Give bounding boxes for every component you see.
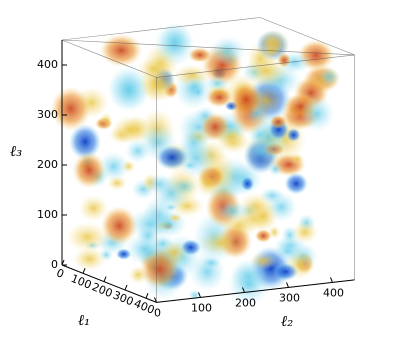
volume-blob <box>167 213 183 223</box>
box-edge <box>156 54 355 78</box>
y-tick-label: 0 <box>154 306 161 319</box>
volume-blob <box>201 256 222 270</box>
x-tick <box>82 268 86 274</box>
x-tick <box>103 276 107 282</box>
y-axis-title: ℓ₂ <box>281 312 293 330</box>
volume-blob <box>150 209 187 238</box>
volume-blob <box>209 36 246 66</box>
x-tick-label: 300 <box>111 289 135 309</box>
volume-blob <box>110 115 149 144</box>
volume-blob <box>199 230 242 256</box>
x-tick-label: 100 <box>69 272 93 292</box>
volume-blob <box>227 262 271 306</box>
volume-blob <box>205 76 230 91</box>
volume-blob <box>78 195 109 222</box>
volume-blob <box>245 54 289 88</box>
volume-blob <box>273 263 299 281</box>
volume-blob <box>290 153 305 165</box>
volume-blob <box>286 128 301 142</box>
volume-blob <box>125 139 151 163</box>
volume-blob <box>50 86 91 131</box>
volume-blob <box>121 160 136 173</box>
volume-blob <box>191 85 205 99</box>
volume-blob <box>194 166 221 197</box>
volume-blob <box>72 246 107 272</box>
volume-blob <box>65 222 110 253</box>
volume-rendering <box>50 22 341 306</box>
volume-blob <box>254 228 272 243</box>
volume-blob <box>300 96 335 132</box>
volume-blob <box>107 175 128 191</box>
z-tick-label: 100 <box>37 208 58 221</box>
z-axis-title: ℓ₃ <box>10 142 22 160</box>
x-tick <box>124 284 128 291</box>
volume-blob <box>240 176 255 192</box>
volume-blob <box>108 69 150 113</box>
y-tick-label: 300 <box>279 291 300 304</box>
x-axis-title: ℓ₁ <box>78 311 90 329</box>
volume-blob <box>274 241 301 262</box>
y-tick-label: 400 <box>323 286 344 299</box>
y-tick-label: 100 <box>191 301 212 314</box>
volume-blob <box>100 206 138 246</box>
z-tick-label: 400 <box>37 58 58 71</box>
y-tick <box>286 282 289 288</box>
volume-blob <box>215 200 249 222</box>
x-tick <box>61 259 65 266</box>
volume-blob <box>259 187 285 204</box>
y-tick <box>330 277 333 283</box>
volume-blob <box>140 250 180 289</box>
volume-blob <box>69 124 102 160</box>
volume-blob <box>277 52 292 68</box>
box-edge <box>259 17 355 56</box>
z-tick-label: 300 <box>37 108 58 121</box>
x-tick-label: 0 <box>55 266 66 281</box>
box-edge <box>61 39 157 78</box>
volume-blob <box>284 172 308 195</box>
volume-blob <box>229 82 263 117</box>
z-tick-label: 0 <box>51 258 58 271</box>
volume-blob <box>318 67 340 87</box>
volume-blob <box>99 33 143 67</box>
x-tick-label: 400 <box>132 297 156 317</box>
box-edge <box>61 17 261 41</box>
x-tick <box>145 293 149 299</box>
y-tick <box>242 287 245 293</box>
volume-blob <box>268 162 283 176</box>
volume-blob <box>155 145 189 170</box>
axis-line <box>156 279 355 303</box>
y-tick-label: 200 <box>235 296 256 309</box>
y-tick <box>154 297 157 303</box>
x-tick-label: 200 <box>90 280 114 300</box>
volume-blob <box>281 225 298 245</box>
volume-blob <box>136 57 173 81</box>
z-tick-label: 200 <box>37 158 58 171</box>
volume-blob <box>269 114 288 129</box>
volume-blob <box>291 221 319 244</box>
volume-blob <box>216 125 247 148</box>
volume-blob <box>152 175 190 212</box>
axis-line <box>61 264 157 303</box>
volume-blob <box>72 152 106 189</box>
y-tick <box>198 292 201 298</box>
box-edge <box>61 39 355 56</box>
volume-blob <box>153 23 196 67</box>
volume-blob <box>99 112 113 128</box>
